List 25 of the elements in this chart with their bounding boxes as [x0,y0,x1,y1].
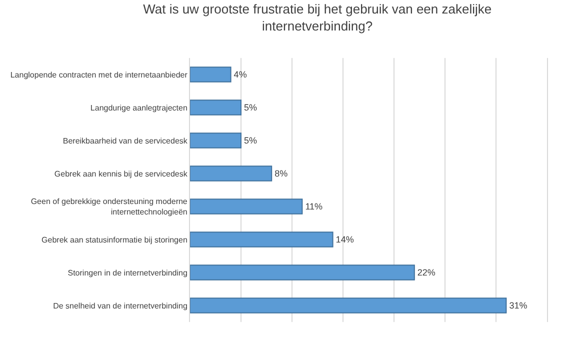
bar [190,100,242,116]
bar [190,264,415,280]
bar [190,298,507,314]
y-tick-label: Gebrek aan statusinformatie bij storingen [42,235,188,244]
data-label: 31% [509,300,528,311]
data-label: 11% [305,201,323,212]
data-label: 5% [244,136,258,146]
y-tick-label: Geen of gebrekkige ondersteuning moderne internettechnologieën [30,197,188,216]
bar [190,166,272,182]
y-tick-label: De snelheid van de internetverbinding [53,301,188,310]
chart-title: Wat is uw grootste frustratie bij het gebruik van een zakelijke internetverbinding? [143,1,492,34]
y-tick-label: Gebrek aan kennis bij de servicedesk [54,169,188,178]
data-label: 5% [244,102,258,113]
y-tick-label: Langdurige aanlegtrajecten [90,103,188,112]
y-tick-label: Langlopende contracten met de internetaanbieder [10,70,188,80]
bar [190,66,232,82]
data-label: 8% [274,168,288,179]
bar [190,132,242,148]
data-label: 22% [417,268,436,278]
bar [190,232,334,248]
y-tick-label: Bereikbaarheid van de servicedesk [62,136,188,146]
bar [190,198,303,214]
y-tick-label: Storingen in de internetverbinding [68,268,188,278]
data-label: 4% [234,70,247,80]
data-label: 14% [336,234,354,245]
